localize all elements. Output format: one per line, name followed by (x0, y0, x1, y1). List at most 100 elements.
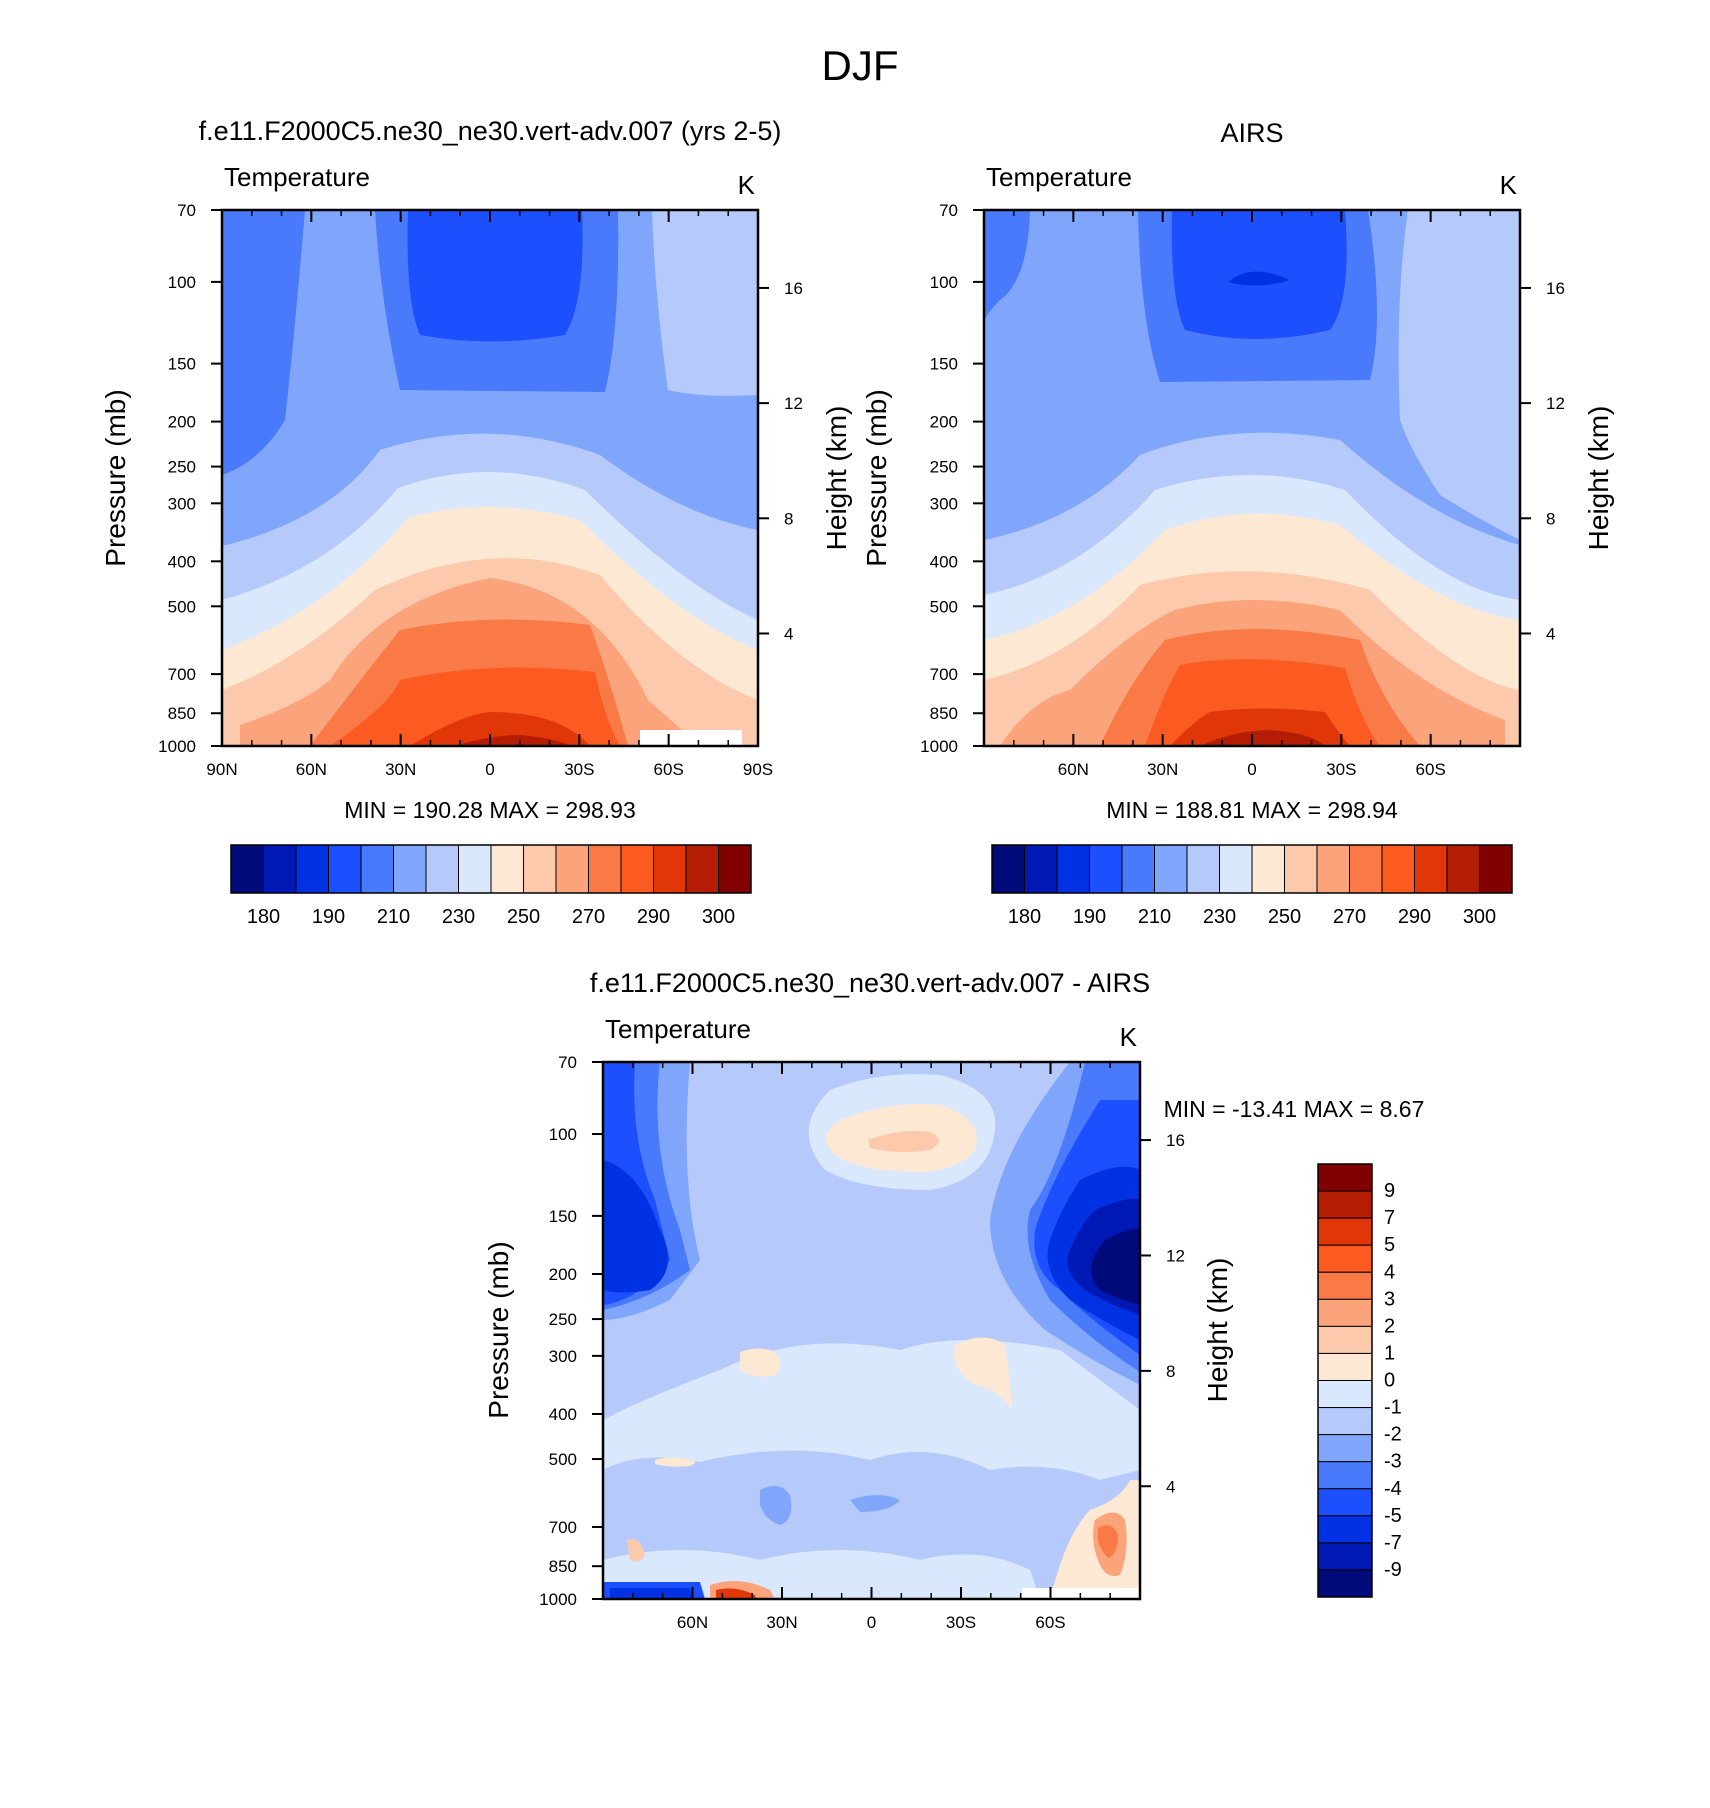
panel-difference: f.e11.F2000C5.ne30_ne30.vert-adv.007 - A… (483, 968, 1424, 1632)
y2-tick-label: 12 (784, 394, 803, 413)
x-tick-label: 30S (946, 1613, 976, 1632)
pressure-axis: 70 100 150 200 250 300 400 500 700 850 1000 (920, 201, 984, 756)
contour-field (984, 210, 1520, 746)
colorbar-swatch (1349, 844, 1383, 894)
colorbar-swatch (1317, 1163, 1373, 1192)
variable-label: Temperature (986, 162, 1132, 192)
missing-data-patch (640, 730, 742, 746)
colorbar-label: 190 (1073, 906, 1106, 928)
colorbar-frame (230, 844, 752, 894)
colorbar-swatch (991, 844, 1025, 894)
x-tick-label: 30S (564, 760, 594, 779)
y-tick-label: 400 (549, 1405, 577, 1424)
colorbar-swatch (1479, 844, 1513, 894)
colorbar: 9 7 5 4 3 2 1 0 -1 -2 -3 -4 -5 -7 -9 (1317, 1163, 1402, 1598)
panel-title: f.e11.F2000C5.ne30_ne30.vert-adv.007 - A… (590, 968, 1150, 998)
colorbar-swatch (523, 844, 557, 894)
y-tick-label: 400 (168, 552, 196, 571)
colorbar-label: -9 (1384, 1559, 1402, 1581)
pressure-axis: 70 100 150 200 250 300 400 500 700 850 1000 (539, 1053, 603, 1609)
colorbar-swatch (1317, 1569, 1373, 1598)
contour-fill-m2-to-m1 (603, 1062, 1140, 1420)
y-tick-label: 200 (168, 413, 196, 432)
y2-tick-label: 8 (784, 509, 793, 528)
y-tick-label: 1000 (158, 737, 196, 756)
colorbar-swatch (1317, 1434, 1373, 1463)
contour-fill-200 (407, 210, 583, 342)
units-label: K (1120, 1022, 1138, 1052)
contour-field (603, 1062, 1140, 1599)
colorbar-label: 190 (312, 906, 345, 928)
colorbar-frame (991, 844, 1513, 894)
colorbar-swatch (1446, 844, 1480, 894)
y2-tick-label: 12 (1546, 394, 1565, 413)
min-max-stats: MIN = -13.41 MAX = 8.67 (1164, 1096, 1425, 1122)
colorbar-label: 250 (507, 906, 540, 928)
colorbar-swatch (1121, 844, 1155, 894)
colorbar-label: -7 (1384, 1532, 1402, 1554)
colorbar-swatch (1317, 1542, 1373, 1571)
colorbar-swatch (653, 844, 687, 894)
colorbar-swatch (1317, 1461, 1373, 1490)
colorbar-label: -1 (1384, 1397, 1402, 1419)
contour-fill-210-nh (222, 210, 305, 475)
y2-axis-title: Height (km) (821, 406, 852, 551)
page-title: DJF (822, 42, 899, 89)
panel-title: AIRS (1220, 118, 1283, 148)
panel-model: f.e11.F2000C5.ne30_ne30.vert-adv.007 (yr… (100, 116, 852, 928)
colorbar-label: 270 (1333, 906, 1366, 928)
y-tick-label: 500 (930, 597, 958, 616)
x-tick-label: 0 (1247, 760, 1256, 779)
colorbar-swatch (360, 844, 394, 894)
colorbar-swatch (1316, 844, 1350, 894)
colorbar-swatch (1317, 1271, 1373, 1300)
panel-airs: AIRS Temperature K 70 100 150 200 250 300 400 5… (861, 118, 1614, 928)
y-tick-label: 250 (168, 458, 196, 477)
colorbar-swatch (1317, 1515, 1373, 1544)
colorbar-swatch (1251, 844, 1285, 894)
y2-tick-label: 8 (1546, 509, 1555, 528)
colorbar-label: 210 (1138, 906, 1171, 928)
colorbar-swatch (555, 844, 589, 894)
y-tick-label: 150 (549, 1207, 577, 1226)
colorbar-label: -5 (1384, 1505, 1402, 1527)
y-tick-label: 300 (930, 494, 958, 513)
colorbar-swatch (685, 844, 719, 894)
y-tick-label: 100 (930, 273, 958, 292)
colorbar-swatch (425, 844, 459, 894)
y-tick-label: 70 (939, 201, 958, 220)
units-label: K (738, 170, 756, 200)
y2-tick-label: 16 (784, 279, 803, 298)
contour-fill-m7-nh (603, 1160, 668, 1293)
x-tick-label: 0 (867, 1613, 876, 1632)
y-tick-label: 1000 (920, 737, 958, 756)
height-axis: 16 12 8 4 (1520, 279, 1565, 643)
y-tick-label: 300 (549, 1347, 577, 1366)
colorbar-swatch (263, 844, 297, 894)
colorbar-label: 230 (1203, 906, 1236, 928)
y-axis-title: Pressure (mb) (483, 1241, 514, 1418)
x-tick-label: 60N (296, 760, 327, 779)
min-max-stats: MIN = 190.28 MAX = 298.93 (344, 797, 636, 823)
contour-fill-0-to-1-sh (954, 1337, 1012, 1410)
colorbar-swatch (1317, 1325, 1373, 1354)
colorbar-swatch (718, 844, 752, 894)
colorbar-label: 250 (1268, 906, 1301, 928)
y-tick-label: 250 (930, 458, 958, 477)
contour-fill-min-sh (1091, 1228, 1140, 1305)
colorbar-label: 4 (1384, 1261, 1395, 1283)
colorbar-swatch (1219, 844, 1253, 894)
x-tick-label: 90N (206, 760, 237, 779)
contour-field (222, 210, 758, 746)
contour-fill-210-nh (984, 210, 1030, 320)
y-tick-label: 400 (930, 552, 958, 571)
colorbar-label: 270 (572, 906, 605, 928)
colorbar-label: 5 (1384, 1234, 1395, 1256)
colorbar-swatch (1186, 844, 1220, 894)
contour-fill-m7-surface (610, 1588, 692, 1599)
colorbar-swatch (588, 844, 622, 894)
panel-title: f.e11.F2000C5.ne30_ne30.vert-adv.007 (yr… (199, 116, 782, 146)
colorbar-swatch (1284, 844, 1318, 894)
colorbar-swatch (1317, 1488, 1373, 1517)
